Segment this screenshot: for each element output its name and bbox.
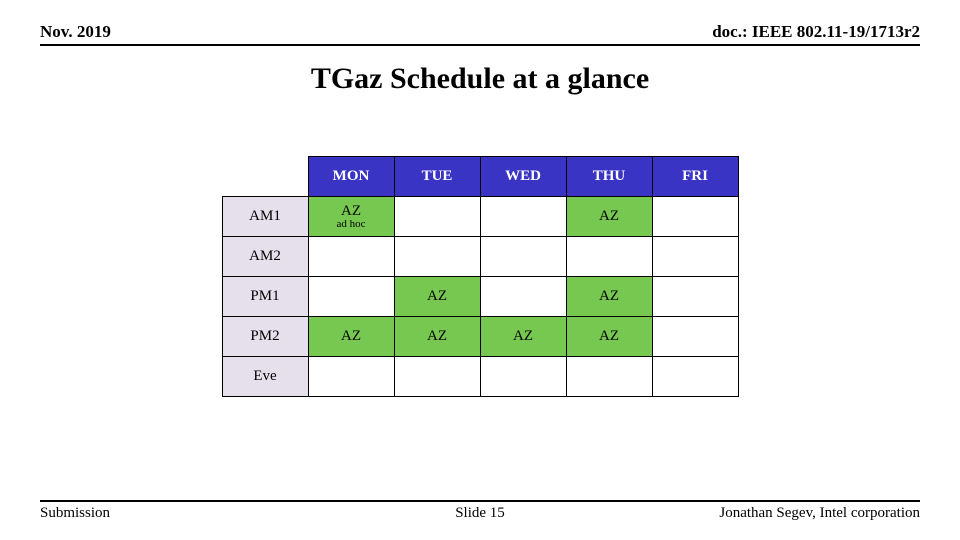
- cell-pm1-wed: [480, 277, 566, 317]
- cell-am2-fri: [652, 237, 738, 277]
- cell-pm2-thu: AZ: [566, 317, 652, 357]
- footer-row: Submission Slide 15 Jonathan Segev, Inte…: [40, 500, 920, 522]
- footer-left: Submission: [40, 505, 110, 522]
- row-label-am1: AM1: [222, 197, 308, 237]
- row-label-pm2: PM2: [222, 317, 308, 357]
- cell-am2-wed: [480, 237, 566, 277]
- cell-am2-thu: [566, 237, 652, 277]
- cell-am2-tue: [394, 237, 480, 277]
- slide: Nov. 2019 doc.: IEEE 802.11-19/1713r2 TG…: [0, 0, 960, 540]
- col-header-mon: MON: [308, 157, 394, 197]
- cell-pm2-wed: AZ: [480, 317, 566, 357]
- cell-eve-fri: [652, 357, 738, 397]
- cell-pm1-fri: [652, 277, 738, 317]
- col-header-tue: TUE: [394, 157, 480, 197]
- cell-eve-tue: [394, 357, 480, 397]
- row-label-pm1: PM1: [222, 277, 308, 317]
- cell-am1-thu: AZ: [566, 197, 652, 237]
- header-row: Nov. 2019 doc.: IEEE 802.11-19/1713r2: [40, 22, 920, 46]
- cell-am1-tue: [394, 197, 480, 237]
- col-header-thu: THU: [566, 157, 652, 197]
- cell-pm2-tue: AZ: [394, 317, 480, 357]
- cell-pm1-thu: AZ: [566, 277, 652, 317]
- schedule-table-wrap: MONTUEWEDTHUFRIAM1AZad hocAZAM2PM1AZAZPM…: [40, 156, 920, 397]
- col-header-fri: FRI: [652, 157, 738, 197]
- cell-am1-mon: AZad hoc: [308, 197, 394, 237]
- footer-right: Jonathan Segev, Intel corporation: [719, 505, 920, 522]
- col-header-wed: WED: [480, 157, 566, 197]
- cell-eve-wed: [480, 357, 566, 397]
- cell-pm2-fri: [652, 317, 738, 357]
- cell-pm2-mon: AZ: [308, 317, 394, 357]
- table-corner: [222, 157, 308, 197]
- header-date: Nov. 2019: [40, 22, 111, 42]
- cell-am1-wed: [480, 197, 566, 237]
- slide-title: TGaz Schedule at a glance: [40, 62, 920, 96]
- cell-pm1-tue: AZ: [394, 277, 480, 317]
- header-docnum: doc.: IEEE 802.11-19/1713r2: [712, 22, 920, 42]
- schedule-table: MONTUEWEDTHUFRIAM1AZad hocAZAM2PM1AZAZPM…: [222, 156, 739, 397]
- cell-eve-mon: [308, 357, 394, 397]
- row-label-am2: AM2: [222, 237, 308, 277]
- row-label-eve: Eve: [222, 357, 308, 397]
- cell-am1-fri: [652, 197, 738, 237]
- cell-eve-thu: [566, 357, 652, 397]
- cell-pm1-mon: [308, 277, 394, 317]
- cell-am2-mon: [308, 237, 394, 277]
